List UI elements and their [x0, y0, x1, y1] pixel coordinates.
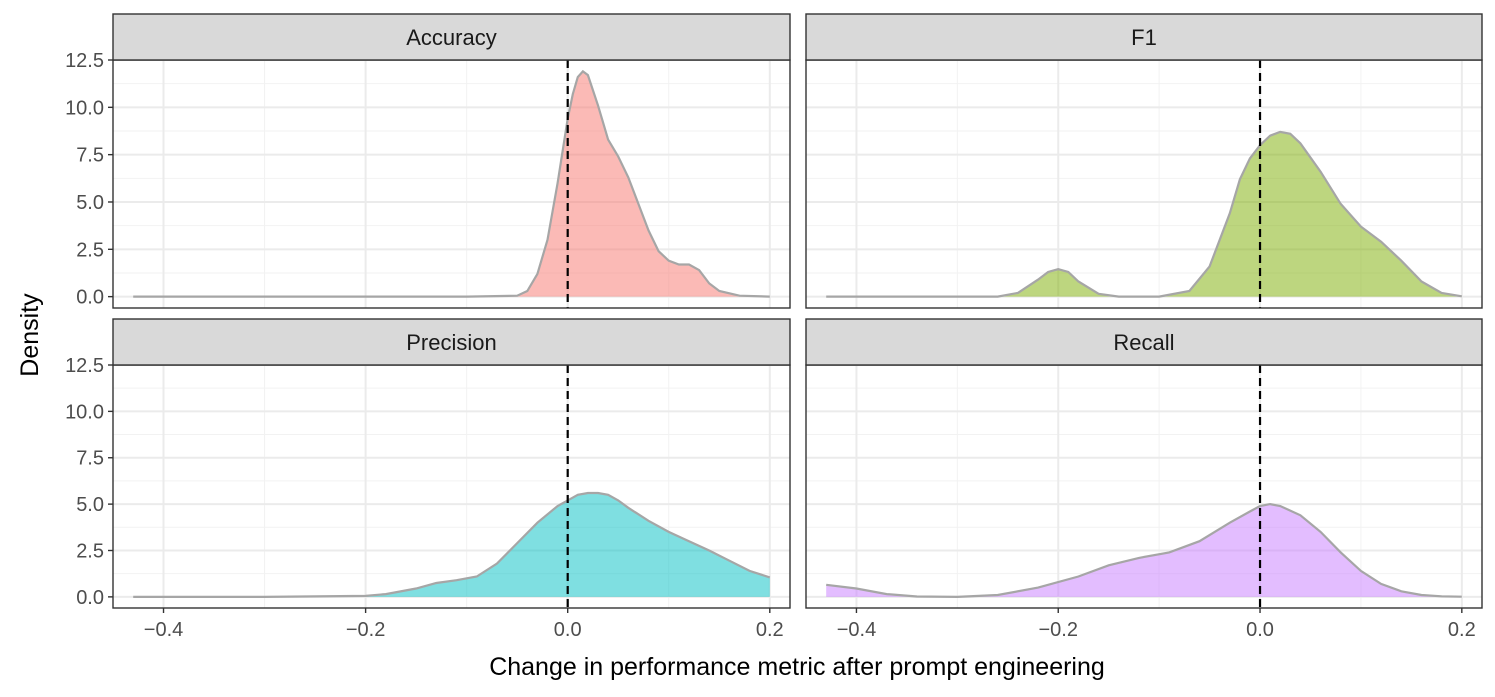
x-axis-title: Change in performance metric after promp… [489, 653, 1105, 681]
density-area [133, 71, 770, 297]
y-tick-label: 0.0 [76, 587, 104, 609]
strip-label: F1 [1131, 25, 1157, 50]
strip-background [112, 318, 791, 366]
x-tick-label: 0.2 [1448, 619, 1476, 641]
x-tick-label: 0.0 [1246, 619, 1274, 641]
strip-background [112, 13, 791, 61]
facet-panel-accuracy: Accuracy 0.0 2.5 5.0 7.5 10.0 12.5 [65, 13, 791, 309]
y-tick-label: 5.0 [76, 494, 104, 516]
strip-label: Precision [406, 330, 496, 355]
x-tick-label: −0.2 [1038, 619, 1077, 641]
y-tick-label: 2.5 [76, 540, 104, 562]
density-area [133, 493, 770, 597]
density-line [826, 502, 1462, 599]
y-tick-label: 12.5 [65, 50, 104, 72]
facet-panel-recall: Recall −0.4 −0.2 0.0 0.2 [805, 318, 1483, 641]
x-tick-label: −0.2 [346, 619, 385, 641]
density-area [826, 131, 1462, 297]
x-tick-label: −0.4 [837, 619, 876, 641]
density-line [826, 130, 1462, 298]
x-tick-label: −0.4 [144, 619, 183, 641]
strip-background [805, 318, 1483, 366]
density-line [133, 69, 770, 298]
y-tick-label: 7.5 [76, 448, 104, 470]
facet-panel-f1: F1 [805, 13, 1483, 309]
x-tick-label: 0.0 [554, 619, 582, 641]
y-tick-label: 10.0 [65, 97, 104, 119]
strip-label: Recall [1113, 330, 1174, 355]
y-tick-label: 10.0 [65, 401, 104, 423]
y-tick-label: 2.5 [76, 239, 104, 261]
y-tick-label: 5.0 [76, 192, 104, 214]
y-tick-label: 7.5 [76, 145, 104, 167]
strip-label: Accuracy [406, 25, 496, 50]
y-tick-label: 0.0 [76, 287, 104, 309]
x-tick-label: 0.2 [756, 619, 784, 641]
density-line [133, 491, 771, 598]
y-axis-title: Density [16, 293, 44, 377]
y-tick-label: 12.5 [65, 355, 104, 377]
density-area [826, 504, 1462, 597]
facet-panel-precision: Precision 0.0 2.5 5.0 7.5 10.0 12.5 −0.4 −0.2 0.0… [65, 318, 791, 641]
strip-background [805, 13, 1483, 61]
